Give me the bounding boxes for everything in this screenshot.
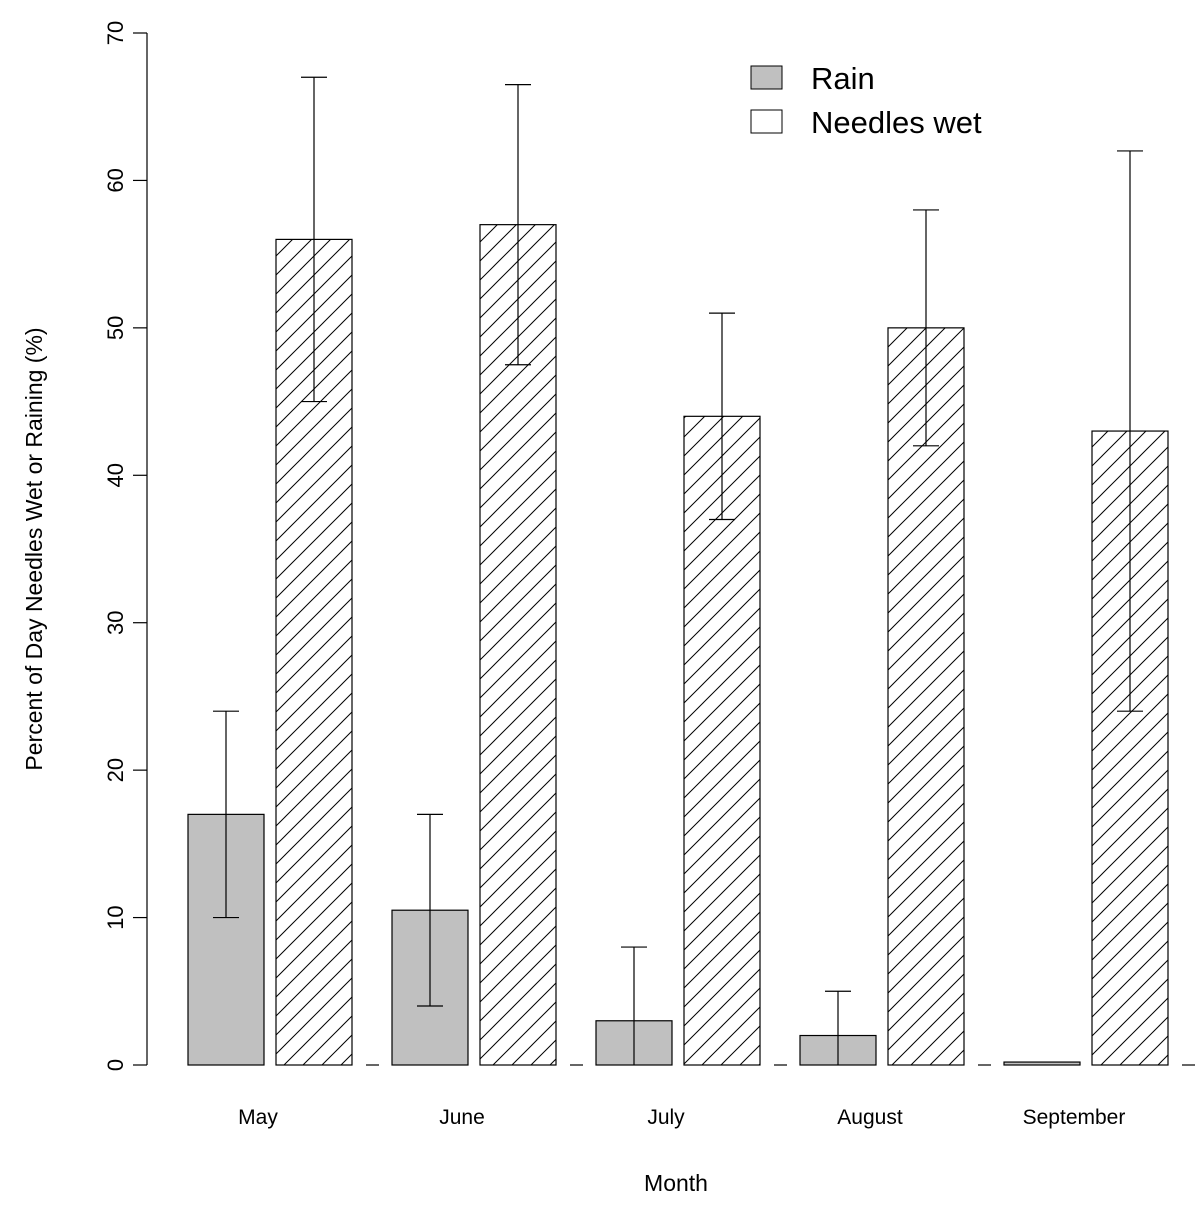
y-axis-title: Percent of Day Needles Wet or Raining (%… bbox=[21, 327, 47, 770]
x-category-label: June bbox=[439, 1106, 485, 1129]
y-tick-label: 30 bbox=[103, 610, 128, 634]
y-tick-label: 20 bbox=[103, 758, 128, 782]
y-tick-label: 70 bbox=[103, 21, 128, 45]
y-tick-label: 0 bbox=[103, 1059, 128, 1071]
legend-label-rain: Rain bbox=[811, 61, 875, 96]
legend: Rain Needles wet bbox=[750, 61, 982, 140]
x-category-label: May bbox=[238, 1106, 278, 1129]
y-tick-label: 60 bbox=[103, 168, 128, 192]
y-tick-label: 40 bbox=[103, 463, 128, 487]
x-axis-title: Month bbox=[644, 1170, 708, 1196]
bar-rain bbox=[1003, 1061, 1081, 1066]
legend-swatch-rain bbox=[750, 65, 783, 90]
y-tick-label: 10 bbox=[103, 905, 128, 929]
x-category-label: August bbox=[837, 1106, 903, 1129]
bar-needles-wet bbox=[683, 415, 761, 1066]
legend-label-needles-wet: Needles wet bbox=[811, 105, 982, 140]
bar-needles-wet bbox=[887, 327, 965, 1066]
bars-layer bbox=[187, 224, 1169, 1066]
y-axis: 0 10 20 30 40 50 60 70 bbox=[103, 21, 148, 1071]
x-category-label: September bbox=[1023, 1106, 1126, 1129]
error-bars-layer bbox=[213, 76, 1143, 1065]
y-tick-label: 50 bbox=[103, 316, 128, 340]
x-category-label: July bbox=[647, 1106, 685, 1129]
x-category-labels: May June July August September bbox=[238, 1106, 1125, 1129]
legend-swatch-needles-wet bbox=[750, 109, 783, 134]
